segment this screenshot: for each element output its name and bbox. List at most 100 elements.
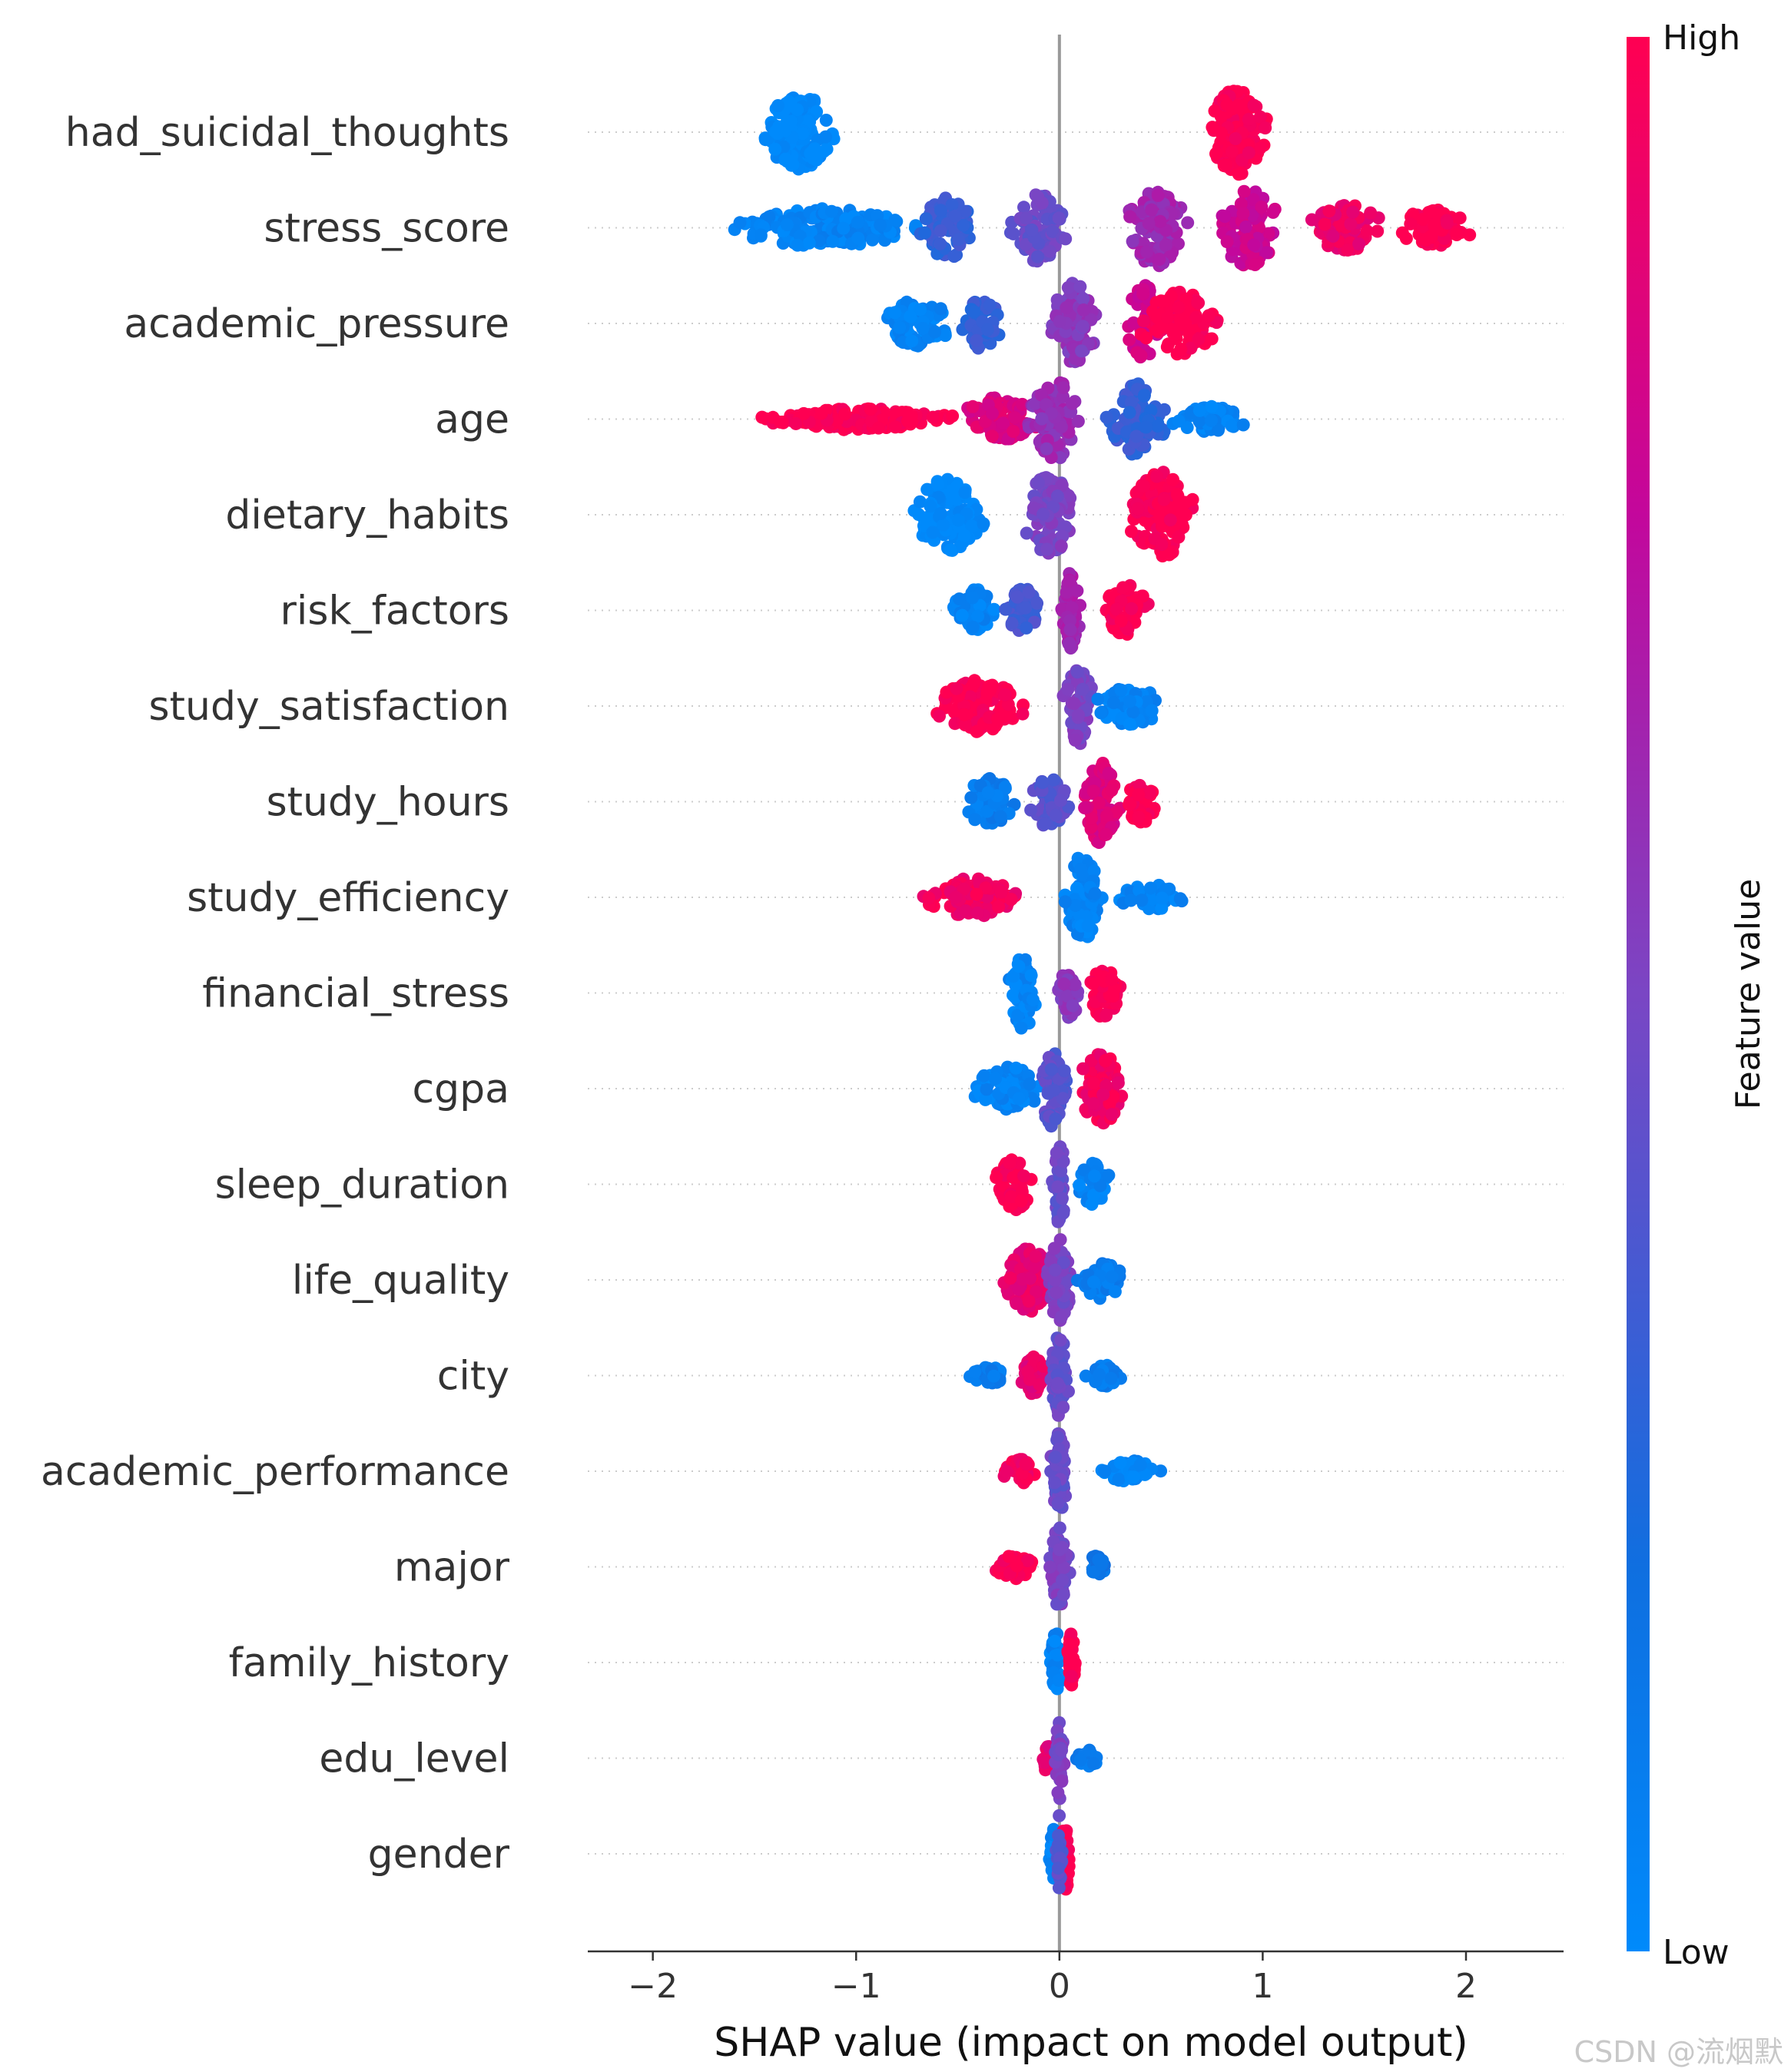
shap-point: [1048, 1476, 1061, 1490]
shap-point: [914, 303, 927, 317]
shap-point: [1022, 1295, 1036, 1308]
shap-point: [997, 416, 1010, 430]
shap-point: [924, 499, 937, 513]
shap-point: [1043, 1560, 1057, 1574]
shap-point: [1106, 696, 1120, 710]
shap-point: [1043, 244, 1057, 258]
shap-point: [1061, 280, 1075, 294]
shap-point: [1050, 1146, 1063, 1159]
shap-point: [986, 406, 999, 420]
shap-point: [930, 477, 944, 491]
shap-point: [934, 302, 947, 316]
shap-point: [971, 609, 985, 623]
shap-point: [938, 328, 952, 342]
shap-point: [1046, 224, 1060, 238]
shap-point: [926, 410, 940, 424]
shap-point: [1123, 695, 1136, 708]
shap-point: [1050, 293, 1064, 307]
shap-point: [1017, 1169, 1030, 1183]
shap-point: [1066, 999, 1080, 1013]
beeswarm-points: [728, 85, 1477, 1896]
shap-point: [1047, 1242, 1061, 1255]
shap-point: [965, 519, 979, 533]
shap-point: [1004, 893, 1018, 907]
shap-point: [824, 204, 838, 218]
shap-point: [999, 602, 1013, 616]
shap-point: [1173, 892, 1187, 906]
shap-point: [1123, 333, 1136, 346]
shap-point: [1129, 429, 1143, 443]
shap-point: [1150, 469, 1163, 483]
shap-point: [1237, 184, 1251, 198]
shap-point: [1007, 970, 1020, 983]
shap-point: [1105, 1108, 1119, 1121]
feature-label: financial_stress: [202, 971, 509, 1017]
shap-point: [904, 310, 917, 323]
shap-point: [1009, 1061, 1023, 1075]
shap-point: [958, 718, 972, 731]
shap-point: [1247, 238, 1261, 252]
shap-point: [1157, 294, 1171, 308]
shap-point: [1010, 1297, 1023, 1311]
shap-point: [917, 512, 931, 526]
shap-point: [1168, 328, 1181, 342]
shap-point: [1218, 210, 1232, 224]
shap-point: [1037, 817, 1051, 830]
watermark: CSDN @流烟默: [1574, 2035, 1783, 2069]
shap-point: [1133, 1458, 1147, 1472]
shap-point: [1003, 1155, 1017, 1169]
shap-point: [1161, 310, 1175, 324]
shap-point: [1425, 230, 1438, 244]
shap-point: [1105, 784, 1119, 797]
shap-point: [1155, 901, 1169, 915]
shap-point: [1086, 976, 1099, 990]
shap-point: [1135, 893, 1149, 907]
shap-point: [1057, 1561, 1071, 1575]
shap-point: [992, 900, 1006, 913]
shap-point: [1019, 601, 1033, 615]
shap-point: [888, 420, 902, 434]
shap-point: [1139, 420, 1153, 434]
shap-point: [1063, 623, 1077, 637]
shap-point: [1049, 808, 1063, 822]
shap-point: [1076, 320, 1090, 333]
shap-point: [928, 325, 942, 339]
shap-point: [1100, 809, 1113, 823]
shap-point: [1126, 316, 1140, 330]
feature-label: cgpa: [413, 1066, 509, 1112]
shap-point: [1012, 960, 1026, 973]
shap-point: [1172, 414, 1186, 428]
shap-point: [1051, 1377, 1065, 1391]
shap-point: [1098, 1464, 1112, 1478]
shap-point: [1262, 227, 1275, 240]
shap-point: [1029, 188, 1043, 202]
shap-point: [1236, 418, 1250, 432]
shap-point: [1334, 219, 1347, 232]
shap-point: [1143, 881, 1157, 895]
shap-point: [1012, 1282, 1026, 1296]
shap-point: [1059, 232, 1073, 246]
shap-point: [1030, 596, 1044, 610]
shap-point: [934, 237, 947, 250]
shap-point: [838, 407, 852, 421]
shap-point: [826, 234, 840, 248]
shap-point: [1051, 1497, 1065, 1510]
shap-point: [1049, 1450, 1063, 1464]
shap-point: [1151, 188, 1165, 202]
shap-point: [1123, 718, 1136, 731]
shap-point: [1012, 1092, 1026, 1106]
shap-point: [980, 804, 994, 818]
shap-point: [1003, 1271, 1017, 1285]
feature-label: family_history: [229, 1640, 509, 1686]
shap-point: [1124, 396, 1138, 409]
shap-point: [1125, 525, 1138, 539]
shap-point: [1047, 1083, 1060, 1097]
feature-label: stress_score: [264, 206, 509, 252]
shap-point: [791, 103, 804, 117]
shap-point: [1086, 1188, 1100, 1202]
shap-point: [926, 525, 940, 539]
shap-point: [1123, 210, 1137, 224]
shap-point: [864, 403, 877, 416]
shap-point: [1126, 705, 1140, 719]
feature-label: major: [394, 1545, 510, 1591]
